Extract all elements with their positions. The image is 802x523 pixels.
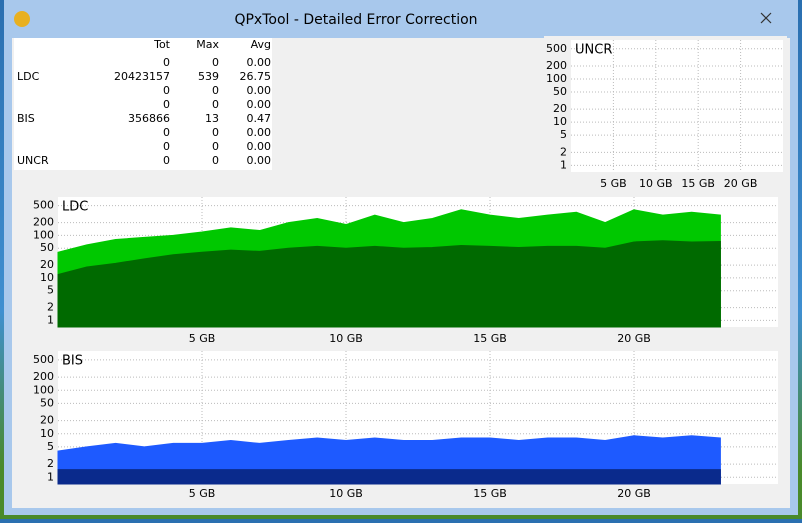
- x-tick-label: 15 GB: [473, 487, 507, 500]
- y-tick-label: 50: [40, 396, 54, 409]
- chart-title: LDC: [62, 200, 88, 215]
- x-tick-label: 10 GB: [639, 177, 673, 190]
- chart-title: UNCR: [575, 43, 612, 58]
- table-cell: 356866: [128, 112, 170, 125]
- y-tick-label: 2: [47, 301, 54, 314]
- table-cell: 20423157: [114, 70, 170, 83]
- window-title: QPxTool - Detailed Error Correction: [234, 12, 477, 28]
- table-cell: 0: [163, 84, 170, 97]
- y-tick-label: 2: [560, 145, 567, 158]
- x-tick-label: 5 GB: [600, 177, 627, 190]
- y-tick-label: 10: [40, 427, 54, 440]
- y-tick-label: 200: [33, 216, 54, 229]
- x-tick-label: 15 GB: [681, 177, 715, 190]
- table-cell: 0.00: [247, 56, 272, 69]
- x-tick-label: 10 GB: [329, 332, 363, 345]
- table-cell: 0.00: [247, 154, 272, 167]
- row-label: UNCR: [17, 154, 49, 167]
- y-tick-label: 5: [47, 284, 54, 297]
- x-tick-label: 10 GB: [329, 487, 363, 500]
- y-tick-label: 500: [33, 353, 54, 366]
- table-header: Tot: [153, 38, 171, 51]
- table-cell: 0: [212, 140, 219, 153]
- table-cell: 0: [212, 56, 219, 69]
- x-tick-label: 20 GB: [724, 177, 758, 190]
- table-cell: 0.00: [247, 98, 272, 111]
- table-cell: 539: [198, 70, 219, 83]
- x-tick-label: 20 GB: [617, 332, 651, 345]
- row-label: BIS: [17, 112, 35, 125]
- table-cell: 0: [212, 126, 219, 139]
- y-tick-label: 50: [40, 241, 54, 254]
- table-cell: 0: [163, 154, 170, 167]
- table-header: Max: [196, 38, 219, 51]
- y-tick-label: 200: [33, 370, 54, 383]
- row-label: LDC: [17, 70, 40, 83]
- table-cell: 0: [212, 84, 219, 97]
- close-button[interactable]: [744, 7, 790, 29]
- table-cell: 26.75: [240, 70, 272, 83]
- table-cell: 0: [163, 126, 170, 139]
- y-tick-label: 500: [33, 199, 54, 212]
- table-header: Avg: [251, 38, 271, 51]
- table-cell: 0.47: [247, 112, 272, 125]
- y-tick-label: 100: [33, 228, 54, 241]
- y-tick-label: 20: [40, 258, 54, 271]
- y-tick-label: 1: [560, 158, 567, 171]
- x-tick-label: 5 GB: [189, 487, 216, 500]
- y-tick-label: 1: [47, 313, 54, 326]
- y-tick-label: 500: [546, 42, 567, 55]
- chart-title: BIS: [62, 354, 83, 369]
- table-cell: 0: [163, 98, 170, 111]
- table-cell: 0: [212, 98, 219, 111]
- y-tick-label: 100: [546, 72, 567, 85]
- x-tick-label: 20 GB: [617, 487, 651, 500]
- close-icon: [760, 12, 772, 24]
- y-tick-label: 20: [553, 102, 567, 115]
- y-tick-label: 100: [33, 383, 54, 396]
- table-cell: 0.00: [247, 140, 272, 153]
- table-cell: 0: [163, 56, 170, 69]
- app-icon: [14, 11, 30, 27]
- area: [57, 240, 721, 328]
- y-tick-label: 1: [47, 470, 54, 483]
- stats-table: [14, 38, 272, 170]
- area: [57, 469, 721, 485]
- y-tick-label: 5: [560, 128, 567, 141]
- table-cell: 13: [205, 112, 219, 125]
- table-cell: 0.00: [247, 84, 272, 97]
- y-tick-label: 10: [553, 115, 567, 128]
- y-tick-label: 200: [546, 59, 567, 72]
- y-tick-label: 5: [47, 440, 54, 453]
- table-cell: 0: [212, 154, 219, 167]
- y-tick-label: 2: [47, 457, 54, 470]
- y-tick-label: 50: [553, 85, 567, 98]
- y-tick-label: 10: [40, 271, 54, 284]
- y-tick-label: 20: [40, 414, 54, 427]
- table-cell: 0.00: [247, 126, 272, 139]
- x-tick-label: 5 GB: [189, 332, 216, 345]
- plot-area: [571, 40, 783, 172]
- table-cell: 0: [163, 140, 170, 153]
- x-tick-label: 15 GB: [473, 332, 507, 345]
